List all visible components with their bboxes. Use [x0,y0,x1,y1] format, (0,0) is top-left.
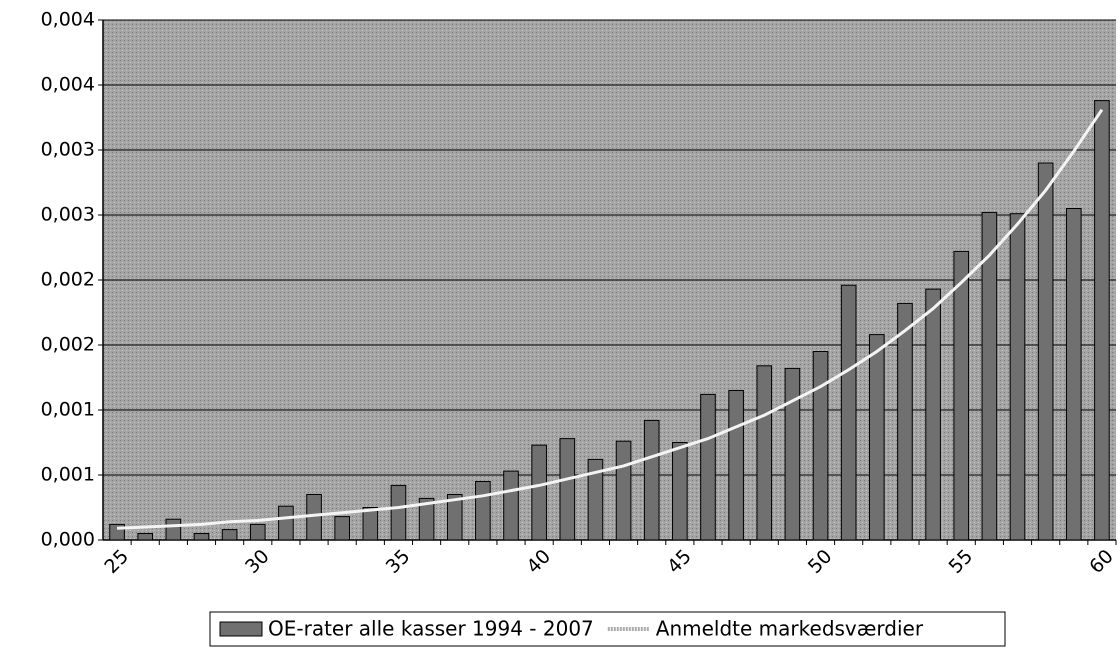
bar [728,390,744,541]
legend-box [209,611,1006,647]
bar [221,529,238,541]
bar [869,334,885,541]
y-tick-label: 0,001 [41,464,95,486]
legend: OE-rater alle kasser 1994 - 2007 Anmeldte… [209,611,1006,647]
y-tick-label: 0,003 [41,204,95,226]
bar [446,494,463,541]
bar [615,440,632,541]
bar [925,288,941,541]
bar [249,523,266,541]
x-tick-label: 40 [522,545,555,578]
x-tick-label: 25 [100,545,133,578]
bar [137,533,154,541]
bar [278,505,294,541]
y-tick-label: 0,004 [41,9,95,31]
bar [334,516,350,541]
bar [531,444,547,541]
x-tick-label: 60 [1085,545,1118,578]
bar [587,458,604,541]
legend-label: OE-rater alle kasser 1994 - 2007 [268,617,594,641]
bar [559,438,576,541]
legend-swatch [219,621,263,637]
bar [193,533,210,541]
bar [1065,208,1082,541]
y-tick-label: 0,003 [41,139,95,161]
bar [165,518,182,541]
x-tick-label: 35 [382,545,415,578]
x-tick-label: 55 [945,545,978,578]
legend-label: Anmeldte markedsværdier [656,617,924,641]
bar [784,367,801,541]
bar [756,365,773,541]
bar [390,484,407,541]
y-tick-label: 0,000 [41,529,95,551]
bar [840,284,857,541]
bar [812,351,829,541]
y-tick-label: 0,001 [41,399,95,421]
bar [897,302,913,541]
y-tick-label: 0,002 [41,269,95,291]
y-tick-label: 0,004 [41,74,95,96]
bar [1009,213,1026,541]
y-tick-label: 0,002 [41,334,95,356]
x-tick-label: 50 [804,545,837,578]
bar [503,470,519,541]
bar [672,442,688,541]
bar [981,211,998,541]
bar [418,497,435,541]
bar [1094,100,1110,541]
bar [700,393,716,541]
bar [1037,162,1054,541]
x-tick-label: 45 [663,545,696,578]
bar [643,419,660,541]
x-tick-label: 30 [241,545,274,578]
bar [475,481,491,541]
bar [362,507,379,541]
trend-line [117,108,1104,530]
bar [953,250,970,541]
